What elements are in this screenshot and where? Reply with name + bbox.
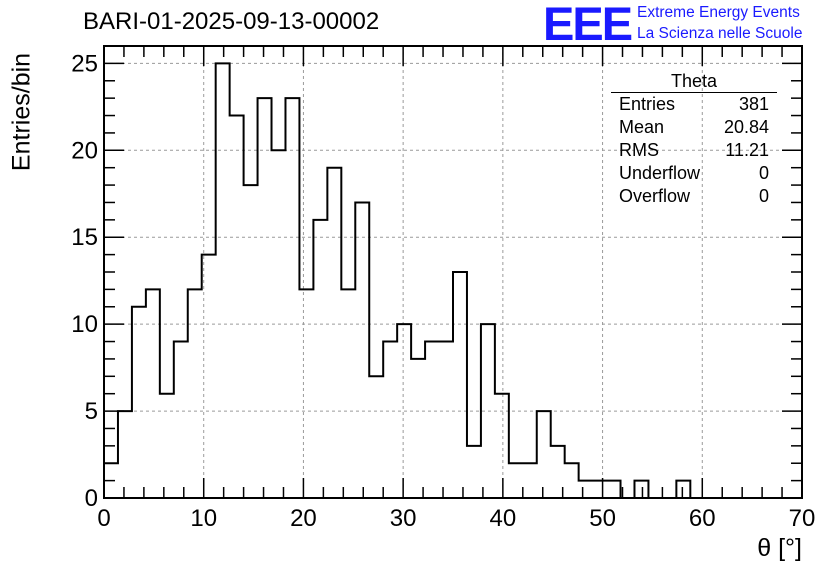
x-tick-label: 70 — [789, 505, 816, 532]
stats-label: Overflow — [619, 186, 691, 206]
histogram-bin — [230, 116, 244, 498]
y-tick-label: 20 — [71, 137, 98, 164]
stats-value: 11.21 — [725, 140, 769, 160]
x-tick-label: 0 — [97, 505, 110, 532]
axis-ticks — [103, 45, 803, 499]
run-title: BARI-01-2025-09-13-00002 — [83, 8, 380, 35]
y-axis-label: Entries/bin — [7, 52, 36, 172]
histogram-bin — [383, 342, 397, 498]
histogram-bin — [132, 307, 146, 498]
stats-label: RMS — [619, 140, 659, 160]
histogram-bin — [341, 289, 355, 498]
histogram-bin — [188, 289, 202, 498]
stats-value: 20.84 — [723, 117, 769, 137]
stats-box: Theta Entries 381 Mean 20.84 RMS 11.21 U… — [611, 72, 777, 208]
stats-value: 0 — [758, 186, 769, 206]
histogram-bin — [634, 481, 648, 498]
x-tick-label: 40 — [490, 505, 517, 532]
histogram-bin — [425, 342, 439, 498]
stats-row-overflow: Overflow 0 — [611, 185, 777, 208]
histogram-bin — [593, 481, 607, 498]
histogram-bin — [579, 481, 593, 498]
stats-value: 381 — [738, 94, 769, 114]
histogram-bin — [369, 376, 383, 498]
histogram-bin — [299, 289, 313, 498]
histogram-bin — [216, 63, 230, 498]
histogram-bin — [537, 411, 551, 498]
y-tick-label: 0 — [85, 485, 98, 512]
stats-value: 0 — [758, 163, 769, 183]
y-tick-label: 10 — [71, 311, 98, 338]
histogram-bin — [146, 289, 160, 498]
histogram-bin — [676, 481, 690, 498]
x-tick-label: 30 — [390, 505, 417, 532]
axis-tick-labels: 0 10 20 30 40 50 60 70 0 5 10 15 20 25 — [71, 50, 815, 532]
histogram-bin — [439, 342, 453, 498]
stats-label: Entries — [619, 94, 676, 114]
histogram-bin — [118, 411, 132, 498]
stats-label: Mean — [619, 117, 665, 137]
histogram-bin — [174, 342, 188, 498]
histogram-bin — [160, 394, 174, 498]
histogram-bin — [495, 394, 509, 498]
histogram-outline — [103, 62, 802, 499]
x-tick-label: 10 — [190, 505, 217, 532]
histogram-series — [103, 62, 802, 499]
stats-title: Theta — [611, 72, 777, 93]
histogram-bin — [509, 463, 523, 498]
stats-row-underflow: Underflow 0 — [611, 162, 777, 185]
y-tick-label: 25 — [71, 50, 98, 77]
logo-line-1: Extreme Energy Events — [637, 4, 800, 21]
histogram-bin — [565, 463, 579, 498]
histogram-bin — [285, 98, 299, 498]
histogram-bin — [258, 98, 272, 498]
stats-label: Underflow — [619, 163, 701, 183]
x-tick-label: 60 — [689, 505, 716, 532]
histogram-bin — [467, 446, 481, 498]
stats-row-entries: Entries 381 — [611, 93, 777, 116]
histogram-bin — [313, 220, 327, 498]
y-tick-label: 5 — [85, 398, 98, 425]
x-tick-label: 20 — [290, 505, 317, 532]
histogram-bin — [523, 463, 537, 498]
histogram-bin — [453, 272, 467, 498]
histogram-bin — [244, 185, 258, 498]
x-axis-label: θ [°] — [757, 534, 802, 562]
x-tick-label: 50 — [589, 505, 616, 532]
eee-logo: EEE — [543, 0, 633, 50]
histogram-bin — [607, 481, 621, 498]
histogram-bin — [327, 168, 341, 498]
stats-row-rms: RMS 11.21 — [611, 139, 777, 162]
stats-row-mean: Mean 20.84 — [611, 116, 777, 139]
histogram-bin — [411, 359, 425, 498]
logo-line-2: La Scienza nelle Scuole — [637, 25, 803, 42]
histogram-bin — [355, 202, 369, 498]
y-tick-label: 15 — [71, 224, 98, 251]
